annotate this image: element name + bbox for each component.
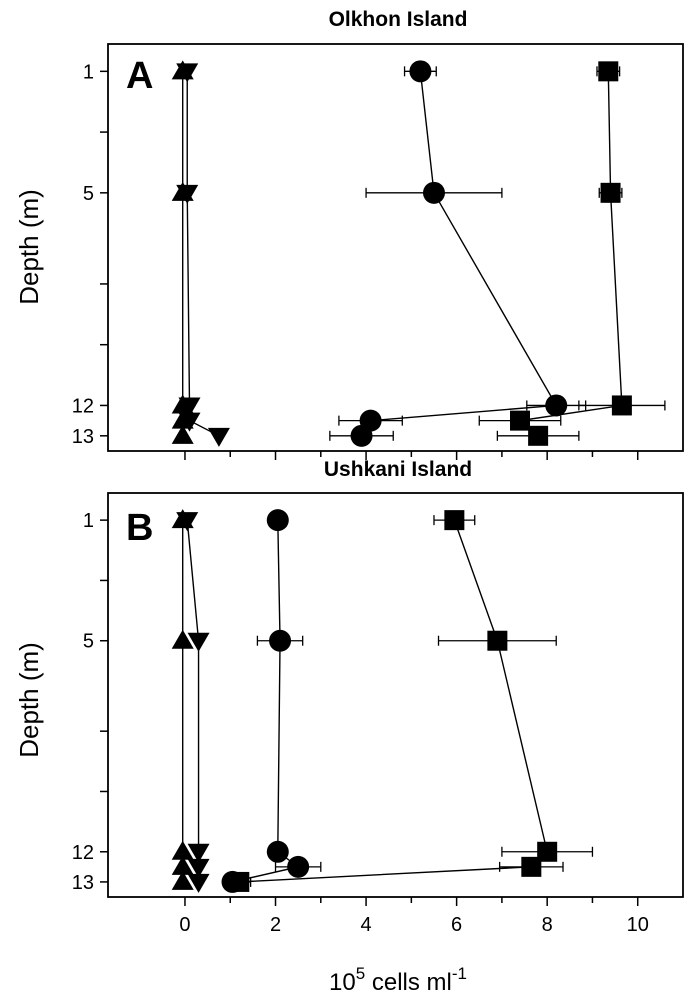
data-point-square [528,425,549,446]
x-axis-label-base: 10 [329,969,356,996]
data-point-circle [350,424,373,447]
x-axis-label-exp: 5 [356,964,365,983]
panel-olkhon: Olkhon Island A Depth (m) 1 5 12 13 [14,8,684,460]
x-tick-label: 6 [451,914,462,936]
y-tick-label: 12 [72,842,94,864]
data-point-square [611,395,632,416]
y-ticks: 1 5 12 13 [72,61,108,448]
data-point-circle [409,60,432,83]
data-point-square [537,841,558,862]
panel-label: A [126,55,153,97]
data-point-triangle-up [171,870,194,890]
data-point-triangle-up [171,181,194,201]
y-ticks: 1 5 12 13 [72,510,108,894]
data-point-triangle-up [171,509,194,529]
data-point-square [487,630,508,651]
data-point-triangle-down [187,873,210,893]
panel-title: Olkhon Island [329,8,468,31]
data-point-triangle-up [171,840,194,860]
data-point-triangle-up [171,394,194,414]
y-tick-label: 12 [72,395,94,417]
x-tick-label: 10 [627,914,649,936]
plot-frame [107,492,684,898]
data-point-triangle-down [187,632,210,652]
x-axis-label: 105 cells ml-1 [329,964,467,996]
y-axis-label: Depth (m) [14,642,44,758]
x-tick-label: 0 [179,914,190,936]
series-line-triangle-down [186,520,200,882]
series-line-square [518,71,623,437]
data-marks [171,509,594,893]
data-point-triangle-down [187,858,210,878]
x-tick-label: 2 [270,914,281,936]
series-line-circle [232,520,300,883]
data-point-square [510,410,531,431]
y-tick-label: 5 [83,183,94,205]
data-point-circle [287,855,310,878]
panel-ushkani: Ushkani Island B Depth (m) 1 5 12 13 0 2 4 6 8 1… [14,458,684,996]
data-point-triangle-up [171,60,194,80]
data-point-circle [266,840,289,863]
data-point-square [521,856,542,877]
panel-title: Ushkani Island [324,458,472,481]
y-tick-label: 13 [72,426,94,448]
data-point-square [598,61,619,82]
data-point-triangle-up [171,409,194,429]
data-point-square [444,510,465,531]
data-point-triangle-up [171,629,194,649]
panel-label: B [126,507,153,549]
y-tick-label: 1 [83,61,94,83]
x-tick-label: 4 [361,914,372,936]
x-axis-label-exp2: -1 [452,964,467,983]
x-axis-label-mid: cells ml [365,969,452,996]
series-line-square [239,519,548,883]
data-point-triangle-down [187,843,210,863]
data-point-triangle-up [171,855,194,875]
data-point-circle [422,181,445,204]
data-point-circle [221,870,244,893]
x-ticks [184,897,639,906]
data-point-circle [545,394,568,417]
series-line-circle [360,71,558,437]
y-tick-label: 13 [72,872,94,894]
data-point-triangle-down [207,427,230,447]
x-ticks [184,451,639,460]
data-point-circle [266,509,289,532]
y-tick-label: 5 [83,631,94,653]
series-line-triangle-down [186,71,220,437]
data-point-circle [269,629,292,652]
x-tick-labels: 0 2 4 6 8 10 [179,914,648,936]
y-axis-label: Depth (m) [14,189,44,305]
data-point-triangle-up [171,424,194,444]
plot-frame [107,43,684,452]
data-marks [171,60,666,447]
y-tick-label: 1 [83,510,94,532]
x-tick-label: 8 [542,914,553,936]
data-point-square [600,182,621,203]
